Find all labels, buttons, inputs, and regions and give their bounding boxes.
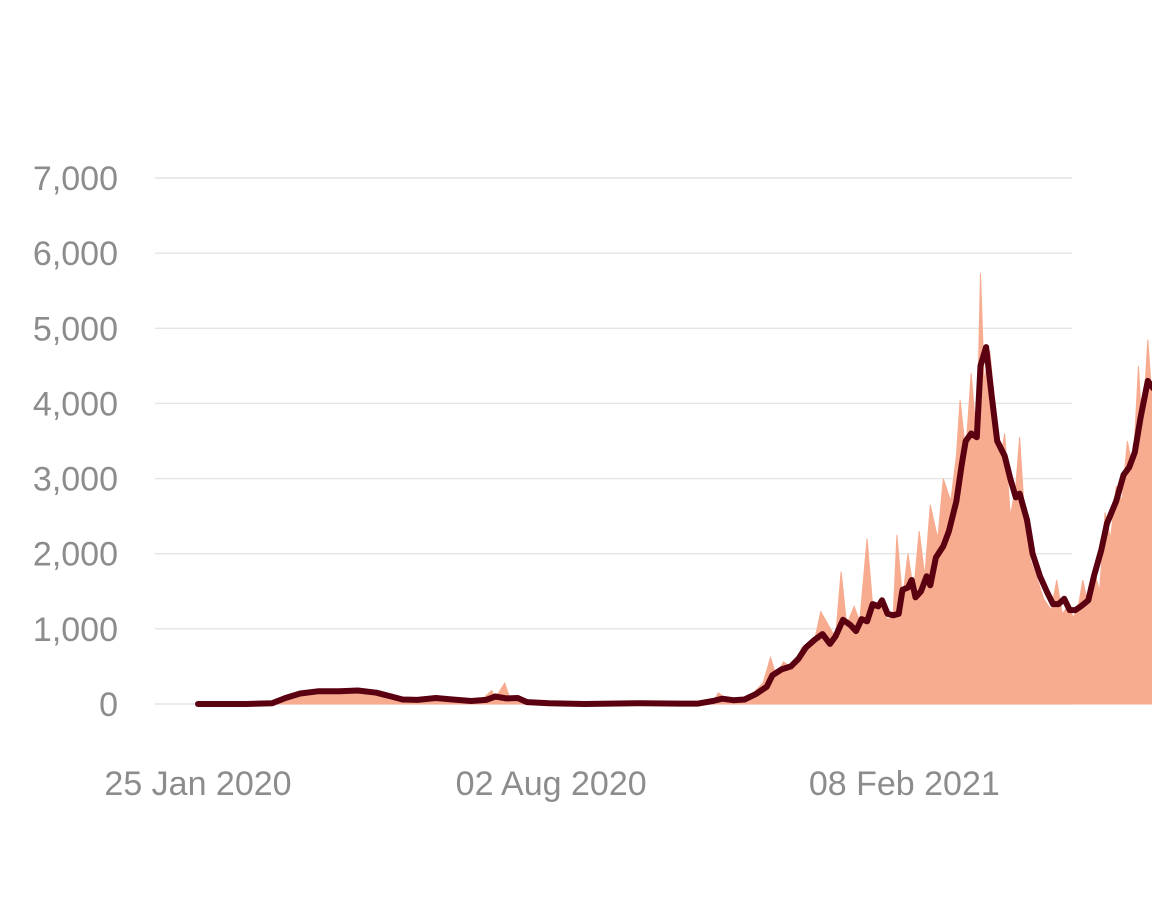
area-series — [198, 273, 1152, 705]
rolling-average-line — [195, 344, 1152, 707]
y-axis-ticks: 0 1,000 2,000 3,000 4,000 5,000 6,000 7,000 — [33, 160, 118, 724]
y-tick-label: 0 — [99, 686, 118, 724]
x-tick-label: 02 Aug 2020 — [456, 765, 647, 803]
y-tick-label: 5,000 — [33, 310, 118, 348]
gridlines — [155, 177, 1072, 705]
y-tick-label: 4,000 — [33, 385, 118, 423]
x-tick-label: 08 Feb 2021 — [809, 765, 1000, 803]
y-tick-label: 7,000 — [33, 160, 118, 198]
line-series — [195, 344, 1152, 707]
y-tick-label: 2,000 — [33, 536, 118, 574]
y-tick-label: 1,000 — [33, 611, 118, 649]
y-tick-label: 6,000 — [33, 235, 118, 273]
x-tick-label: 25 Jan 2020 — [104, 765, 291, 803]
y-tick-label: 3,000 — [33, 461, 118, 499]
daily-values-area — [198, 273, 1152, 705]
x-axis-ticks: 25 Jan 2020 02 Aug 2020 08 Feb 2021 — [104, 765, 999, 803]
